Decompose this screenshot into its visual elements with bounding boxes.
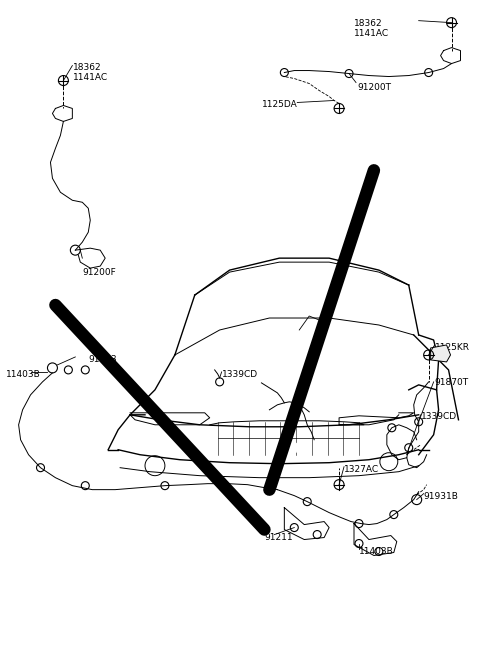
Text: 91200T: 91200T (357, 82, 391, 91)
Text: 11403B: 11403B (359, 546, 394, 555)
Text: 1327AC: 1327AC (344, 465, 379, 474)
Text: 91200F: 91200F (82, 268, 116, 277)
Text: 1125DA: 1125DA (262, 100, 297, 110)
Text: 11403B: 11403B (6, 370, 40, 379)
Text: 1125KR: 1125KR (434, 343, 469, 352)
Text: 18362
1141AC: 18362 1141AC (354, 19, 389, 38)
Text: 91931B: 91931B (424, 492, 458, 501)
Ellipse shape (277, 441, 299, 454)
Text: 18362
1141AC: 18362 1141AC (73, 63, 108, 82)
Text: 91870T: 91870T (434, 378, 469, 387)
Text: 91523: 91523 (88, 355, 117, 364)
Text: 91211: 91211 (264, 533, 293, 542)
Text: 1339CD: 1339CD (222, 370, 258, 379)
Text: 1339CD: 1339CD (420, 412, 457, 421)
Polygon shape (431, 345, 451, 362)
